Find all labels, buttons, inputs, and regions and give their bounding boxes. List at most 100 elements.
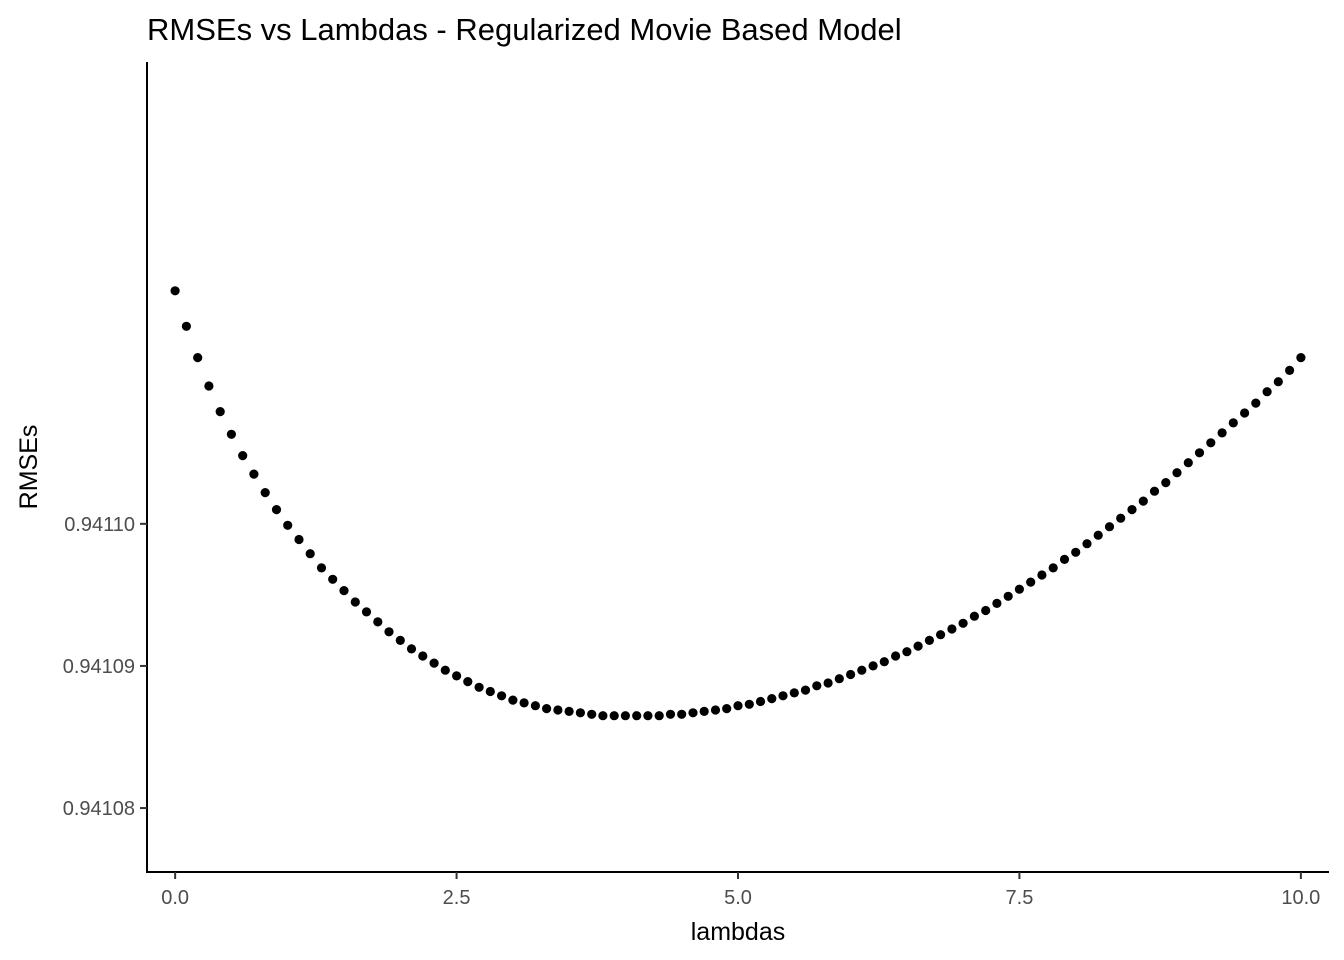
data-point	[395, 635, 405, 646]
data-point	[879, 657, 889, 667]
x-tick-label: 5.0	[724, 887, 752, 909]
data-point	[429, 658, 439, 668]
data-point	[530, 701, 541, 711]
data-point	[181, 321, 191, 331]
data-point	[294, 534, 304, 545]
data-point	[260, 488, 270, 498]
data-point	[744, 699, 754, 709]
data-point	[778, 691, 788, 701]
data-point	[992, 598, 1002, 609]
data-point	[519, 698, 529, 708]
data-point	[361, 607, 372, 617]
data-point	[1127, 505, 1137, 515]
data-point	[587, 709, 597, 719]
data-point	[1026, 577, 1036, 587]
data-point	[238, 451, 248, 461]
data-point	[316, 563, 327, 573]
data-point	[1296, 353, 1306, 363]
y-tick-label: 0.94110	[64, 514, 135, 536]
data-point	[1285, 365, 1295, 375]
data-point	[958, 618, 968, 628]
data-point	[665, 709, 676, 719]
data-point	[170, 286, 180, 296]
data-point	[406, 644, 417, 654]
data-point	[812, 681, 822, 691]
data-point	[1071, 547, 1081, 557]
data-point	[485, 686, 495, 697]
data-point	[226, 429, 236, 439]
data-point	[710, 705, 721, 715]
data-point	[913, 641, 923, 651]
data-point	[204, 381, 214, 391]
data-point	[1037, 570, 1047, 580]
data-point	[789, 688, 799, 698]
data-point	[1194, 448, 1205, 458]
data-point	[1206, 438, 1216, 448]
data-point	[620, 711, 631, 721]
data-point	[1273, 377, 1283, 387]
data-point	[1262, 387, 1272, 397]
data-point	[722, 704, 732, 714]
data-point	[643, 711, 653, 721]
data-point	[857, 665, 867, 675]
x-tick-label: 10.0	[1281, 887, 1320, 909]
data-point	[271, 505, 282, 515]
x-tick-label: 0.0	[161, 887, 189, 909]
data-point	[384, 627, 394, 637]
data-point	[1183, 458, 1193, 468]
data-point	[688, 708, 698, 718]
data-point	[542, 704, 552, 714]
data-point	[1093, 530, 1103, 540]
data-point	[328, 574, 338, 584]
data-point	[609, 711, 619, 721]
data-point	[699, 706, 709, 717]
data-point	[350, 597, 360, 607]
x-tick-label: 7.5	[1006, 887, 1034, 909]
y-tick-label: 0.94109	[63, 656, 135, 678]
data-point	[305, 549, 315, 559]
data-point	[1003, 591, 1013, 601]
data-point	[553, 705, 563, 715]
data-point	[497, 691, 507, 701]
data-point	[1172, 468, 1182, 478]
data-point	[1138, 496, 1148, 506]
data-point	[1059, 554, 1070, 565]
data-point	[1161, 478, 1171, 488]
data-point	[1104, 522, 1115, 532]
y-axis-title: RMSEs	[15, 425, 43, 510]
data-point	[193, 353, 203, 363]
data-point	[981, 605, 991, 616]
data-point	[1217, 428, 1227, 438]
data-point	[418, 651, 428, 661]
data-point	[575, 708, 586, 718]
data-point	[767, 694, 777, 704]
data-point	[508, 695, 518, 705]
data-point	[1149, 486, 1160, 496]
data-point	[440, 665, 450, 675]
data-point	[1082, 539, 1092, 549]
data-point	[936, 630, 946, 640]
data-point	[564, 706, 574, 717]
plot-area: 0.0 2.5 5.0 7.5 10.0 0.94108 0.94109 0.94110	[63, 62, 1329, 909]
data-point	[823, 678, 833, 688]
x-tick-label: 2.5	[443, 887, 471, 909]
data-point	[1014, 584, 1024, 594]
data-point	[891, 651, 901, 661]
y-tick-label: 0.94108	[63, 798, 135, 820]
data-point	[654, 711, 664, 721]
data-point	[755, 696, 766, 707]
x-axis-ticks: 0.0 2.5 5.0 7.5 10.0	[161, 872, 1320, 909]
data-point	[846, 669, 856, 680]
y-axis-ticks: 0.94108 0.94109 0.94110	[63, 514, 147, 820]
data-point	[800, 685, 811, 695]
x-axis-title: lambdas	[691, 918, 786, 946]
data-point	[463, 677, 473, 687]
data-point	[1116, 513, 1126, 523]
data-point	[969, 611, 980, 621]
data-point	[215, 407, 225, 417]
data-point	[283, 520, 293, 530]
data-point	[373, 617, 383, 627]
data-point	[339, 586, 349, 596]
data-point	[1251, 398, 1261, 408]
